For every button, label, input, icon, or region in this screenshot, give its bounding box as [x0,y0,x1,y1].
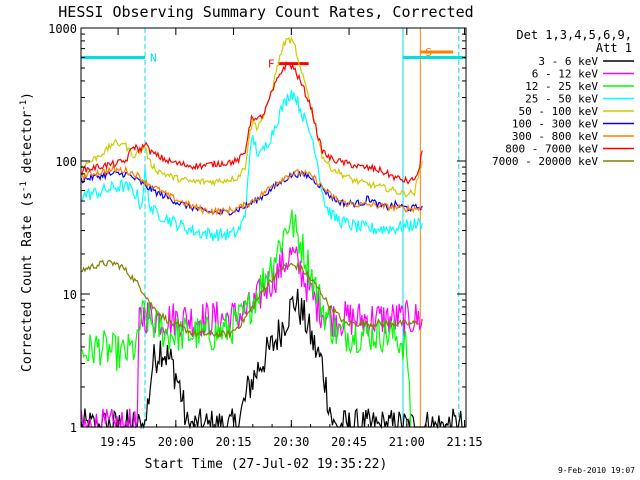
x-axis: 19:45 20:00 20:15 20:30 20:45 21:00 21:15 [98,28,483,449]
series-line-0 [80,288,465,430]
series-line-8 [81,259,419,340]
legend-label-0: 3 - 6 keV [538,55,598,68]
x-tick-label: 21:15 [447,435,483,449]
y-axis-label-sup1: -1 [19,181,29,192]
x-tick-label: 20:30 [273,435,309,449]
legend-title-line1: Det 1,3,4,5,6,9, [516,28,632,42]
x-axis-label: Start Time (27-Jul-02 19:35:22) [145,457,388,472]
legend-label-7: 800 - 7000 keV [505,143,598,156]
footer-timestamp: 9-Feb-2010 19:07 [558,466,635,475]
annotation-label-f: F [268,58,275,71]
y-axis-label-sup2: -1 [19,100,29,111]
legend-label-8: 7000 - 20000 keV [492,155,598,168]
series-layer [80,35,465,430]
annotation-label-n: N [150,52,157,65]
x-tick-label: 20:15 [216,435,252,449]
y-axis-label-close: ) [20,92,35,100]
annotation-label-s: S [425,46,432,59]
y-axis-label: Corrected Count Rate (s-1 detector-1) [19,92,35,372]
legend-label-6: 300 - 800 keV [512,130,598,143]
series-line-7 [80,61,423,185]
plot-frame [80,27,467,428]
chart-title: HESSI Observing Summary Count Rates, Cor… [58,3,473,21]
y-axis-label-main: Corrected Count Rate (s [20,192,35,372]
y-tick-label: 10 [63,288,77,302]
legend-label-2: 12 - 25 keV [525,80,598,93]
legend-label-1: 6 - 12 keV [532,68,599,81]
y-axis: 1 10 100 1000 [48,22,466,435]
y-tick-label: 100 [55,155,77,169]
legend-title-line2: Att 1 [596,41,632,55]
legend-label-3: 25 - 50 keV [525,93,598,106]
annotation-layer: N FS [81,28,467,427]
x-tick-label: 21:00 [389,435,425,449]
y-axis-label-mid: detector [20,111,35,182]
x-tick-label: 20:00 [158,435,194,449]
legend-label-4: 50 - 100 keV [519,105,599,118]
legend-label-5: 100 - 300 keV [512,118,598,131]
y-tick-label: 1000 [48,22,77,36]
x-tick-label: 19:45 [100,435,136,449]
y-tick-label: 1 [70,421,77,435]
series-line-3 [80,90,423,242]
series-line-6 [80,165,423,217]
x-tick-label: 20:45 [331,435,367,449]
